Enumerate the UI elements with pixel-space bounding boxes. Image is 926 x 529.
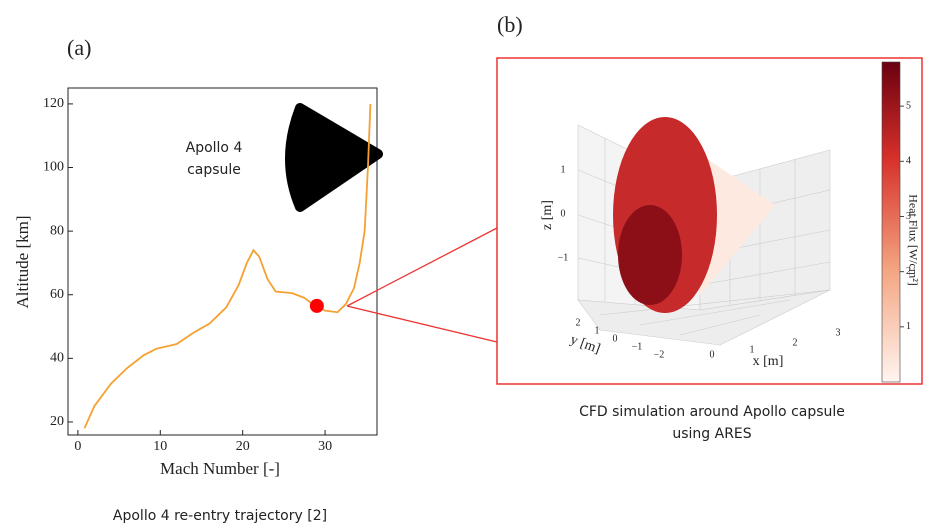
colorbar-tick-label: 3 <box>906 211 911 222</box>
z-tick-label: 0 <box>561 208 566 219</box>
x-tick-label-3d: 1 <box>750 344 755 355</box>
annotation: Apollo 4 capsule <box>186 140 243 178</box>
line <box>83 103 372 429</box>
y-tick-label: 120 <box>43 96 64 111</box>
y-tick-label: 20 <box>50 414 64 429</box>
y-tick-label: 40 <box>50 351 64 366</box>
x-tick-label: 0 <box>74 439 81 454</box>
z-axis-label: z [m] <box>540 200 555 230</box>
connector <box>346 227 498 307</box>
plot-frame <box>67 87 378 436</box>
y-tick-label-3d: 0 <box>613 333 618 344</box>
x-tick-label: 20 <box>236 439 250 454</box>
x-tick-label-3d: 0 <box>710 349 715 360</box>
caption: Apollo 4 re-entry trajectory [2] <box>113 508 327 524</box>
y-tick-label: 80 <box>50 223 64 238</box>
colorbar-tick-label: 4 <box>906 156 911 167</box>
colorbar-label: Heat Flux [W/cm²] <box>906 194 920 286</box>
highlight-point <box>309 298 324 313</box>
y-tick-label: 100 <box>43 160 64 175</box>
colorbar-tick-label: 1 <box>906 321 911 332</box>
panel-label: (a) <box>67 35 91 60</box>
y-tick-label-3d: −2 <box>654 349 665 360</box>
capsule-icon <box>285 103 383 212</box>
x-axis-label-3d: x [m] <box>753 354 784 369</box>
y-axis-label: Altitude [km] <box>13 215 32 308</box>
caption: using ARES <box>672 426 751 442</box>
y-tick-label-3d: 2 <box>576 317 581 328</box>
z-tick-label: −1 <box>558 252 569 263</box>
z-tick-label: 1 <box>561 164 566 175</box>
colorbar-tick-label: 2 <box>906 266 911 277</box>
colorbar <box>881 61 901 383</box>
y-tick-label: 60 <box>50 287 64 302</box>
x-tick-label: 30 <box>318 439 332 454</box>
x-axis-label: Mach Number [-] <box>160 459 280 478</box>
x-tick-label-3d: 3 <box>836 327 841 338</box>
x-tick-label: 10 <box>153 439 167 454</box>
x-tick-label-3d: 2 <box>793 337 798 348</box>
caption: CFD simulation around Apollo capsule <box>579 404 845 420</box>
y-tick-label-3d: 1 <box>595 325 600 336</box>
colorbar-tick-label: 5 <box>906 100 911 111</box>
connector <box>346 305 498 343</box>
panel-label: (b) <box>497 12 523 37</box>
hot-spot <box>618 205 682 305</box>
y-tick-label-3d: −1 <box>632 341 643 352</box>
